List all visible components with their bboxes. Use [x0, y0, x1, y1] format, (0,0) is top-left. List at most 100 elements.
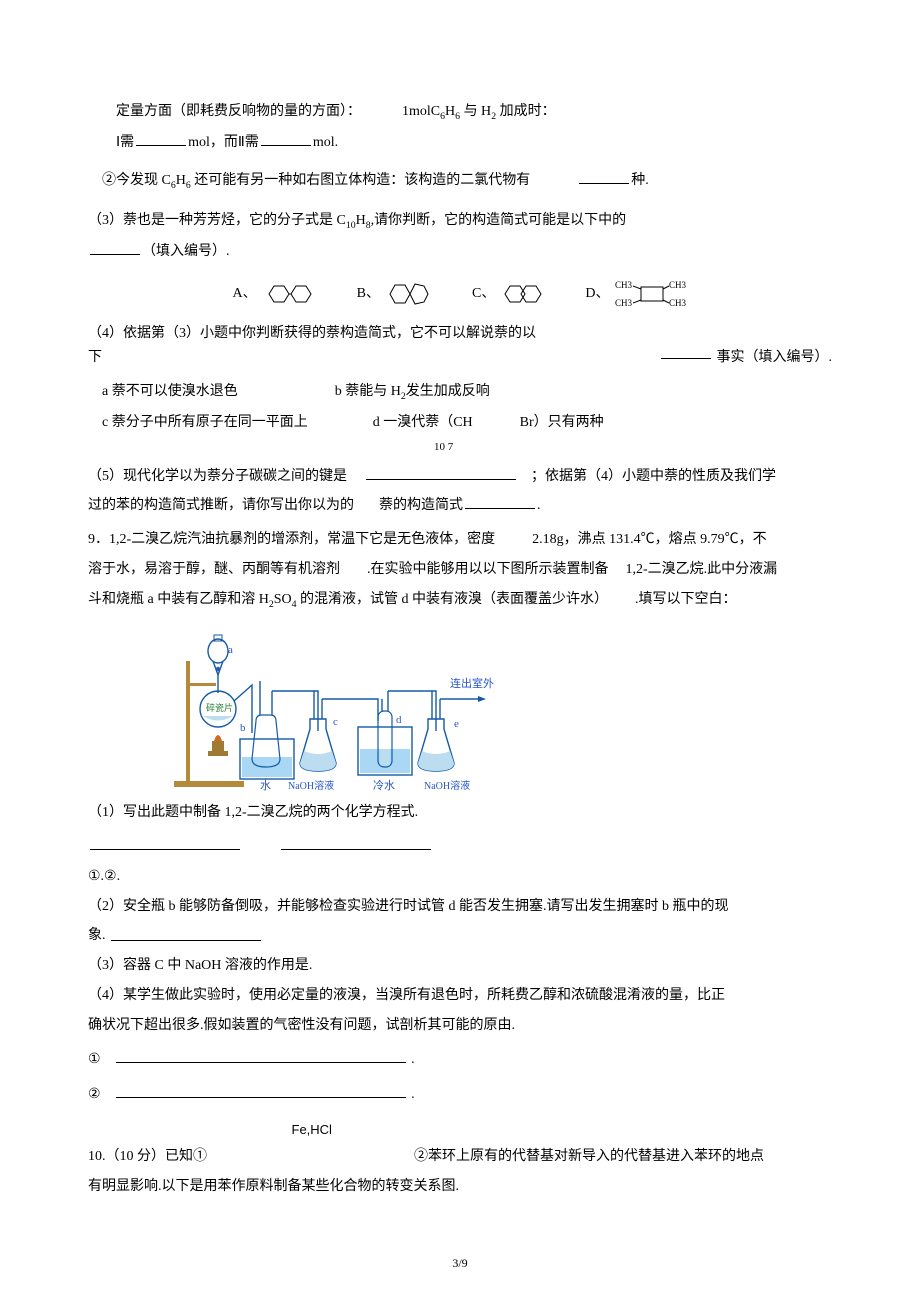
svg-text:e: e	[454, 718, 459, 730]
text: ②苯环上原有的代替基对新导入的代替基进入苯环的地点	[414, 1149, 764, 1164]
text: 发生加成反响	[406, 384, 490, 399]
svg-text:CH3: CH3	[669, 280, 687, 290]
text: b 萘能与 H	[335, 384, 401, 399]
text: mol，而Ⅱ需	[188, 135, 259, 150]
text: 1molC	[402, 104, 440, 119]
text: d 一溴代萘（CH	[373, 415, 473, 430]
tetramethyl-icon: CH3 CH3 CH3 CH3	[615, 278, 687, 310]
q10-reagent: Fe,HCl	[88, 1119, 832, 1143]
text: H	[176, 173, 186, 188]
mol-blanks: Ⅰ需 mol，而Ⅱ需 mol.	[88, 131, 832, 155]
text: H	[445, 104, 455, 119]
q9-p4e: ② .	[88, 1083, 832, 1107]
page-number: 3/9	[0, 1253, 920, 1273]
blank	[661, 344, 711, 359]
svg-text:c: c	[333, 716, 338, 728]
svg-text:NaOH溶液: NaOH溶液	[424, 779, 470, 791]
q10-line2: 有明显影响.以下是用苯作原料制备某些化合物的转变关系图.	[88, 1175, 832, 1199]
option-a: A、	[233, 282, 317, 306]
text: ①	[88, 1052, 101, 1067]
svg-text:碎瓷片: 碎瓷片	[206, 702, 233, 713]
svg-text:冷水: 冷水	[373, 779, 395, 791]
q9-p1-nums: ①.②.	[88, 865, 832, 889]
text: ①.②.	[88, 869, 120, 884]
sub: 10	[346, 219, 356, 230]
text: a 萘不可以使溴水退色	[102, 384, 238, 399]
blank	[579, 169, 629, 184]
text: ,请你判断，它的构造简式可能是以下中的	[371, 213, 627, 228]
text: 1,2-二溴乙烷.此中分液漏	[626, 562, 778, 577]
sub-text: 10 7	[434, 441, 453, 453]
text: .	[411, 1087, 415, 1102]
text: 确状况下超出很多.假如装置的气密性没有问题，试剖析其可能的原由.	[88, 1018, 515, 1033]
q9-line1: 9．1,2-二溴乙烷汽油抗暴剂的增添剂，常温下它是无色液体，密度 2.18g，沸…	[88, 528, 832, 552]
text: 10.（10 分）已知①	[88, 1149, 207, 1164]
text: 溶于水，易溶于醇，醚、丙酮等有机溶剂	[88, 562, 340, 577]
option-d: D、 CH3 CH3 CH3 CH3	[585, 278, 687, 310]
q3-line1: （3）萘也是一种芳芳烃，它的分子式是 C10H8,请你判断，它的构造简式可能是以…	[88, 209, 832, 234]
text: Fe,HCl	[292, 1122, 332, 1137]
sub: 2	[491, 111, 496, 122]
text: 加成时：	[500, 104, 556, 119]
option-c: C、	[472, 282, 545, 306]
blank	[111, 926, 261, 941]
text: （2）安全瓶 b 能够防备倒吸，并能够检查实验进行时试管 d 能否发生拥塞.请写…	[88, 899, 729, 914]
svg-text:CH3: CH3	[615, 280, 633, 290]
fused-ring-icon	[386, 280, 432, 308]
text: 3/9	[452, 1256, 467, 1270]
text: （1）写出此题中制备 1,2-二溴乙烷的两个化学方程式.	[88, 805, 418, 820]
text: .在实验中能够用以以下图所示装置制备	[367, 562, 609, 577]
q9-p1-blanks	[88, 835, 832, 859]
q9-p3: （3）容器 C 中 NaOH 溶液的作用是.	[88, 954, 832, 978]
quantitative-line: 定量方面（即耗费反响物的量的方面）： 1molC6H6 与 H2 加成时：	[88, 100, 832, 125]
q4-head: （4）依据第（3）小题中你判断获得的萘构造简式，它不可以解说萘的以 下 事实（填…	[88, 322, 832, 370]
svg-text:CH3: CH3	[615, 298, 633, 308]
q4-opts-row1: a 萘不可以使溴水退色 b 萘能与 H2发生加成反响	[88, 380, 832, 405]
text: ；依据第（4）小题中萘的性质及我们学	[531, 469, 776, 484]
option-label: D、	[585, 282, 609, 306]
q9-p4a: （4）某学生做此实验时，使用必定量的液溴，当溴所有退色时，所耗费乙醇和浓硫酸混淆…	[88, 984, 832, 1008]
text: .	[537, 498, 541, 513]
text: c 萘分子中所有原子在同一平面上	[102, 415, 308, 430]
text: .	[411, 1052, 415, 1067]
text: 的混淆液，试管 d 中装有液溴（表面覆盖少许水）	[300, 592, 608, 607]
text: （4）依据第（3）小题中你判断获得的萘构造简式，它不可以解说萘的以	[88, 326, 536, 341]
text: .填写以下空白：	[635, 592, 737, 607]
q5-line2: 过的苯的构造简式推断，请你写出你以为的 萘的构造简式.	[88, 494, 832, 518]
blank	[90, 240, 140, 255]
blank	[366, 465, 516, 480]
text: （5）现代化学以为萘分子碳碳之间的键是	[88, 469, 347, 484]
blank	[116, 1048, 406, 1063]
c6h6-stereo: ②今发现 C6H6 还可能有另一种如右图立体构造：该构造的二氯代物有 种.	[88, 169, 832, 194]
text: 定量方面（即耗费反响物的量的方面）：	[116, 104, 361, 119]
text: mol.	[313, 135, 338, 150]
option-label: A、	[233, 282, 257, 306]
sub: 4	[292, 599, 297, 610]
q9-p4b: 确状况下超出很多.假如装置的气密性没有问题，试剖析其可能的原由.	[88, 1014, 832, 1038]
apparatus-diagram: a 碎瓷片 水 b	[88, 621, 832, 791]
text: 与 H	[464, 104, 492, 119]
sub: 6	[186, 180, 191, 191]
blank	[465, 494, 535, 509]
svg-text:NaOH溶液: NaOH溶液	[288, 779, 334, 791]
text: ②	[88, 1087, 101, 1102]
blank	[116, 1083, 406, 1098]
q3-line2: （填入编号）.	[88, 240, 832, 264]
text: 9．1,2-二溴乙烷汽油抗暴剂的增添剂，常温下它是无色液体，密度	[88, 532, 495, 547]
text: H	[356, 213, 366, 228]
option-label: B、	[357, 282, 380, 306]
text: Ⅰ需	[116, 135, 134, 150]
q9-p4c: ① .	[88, 1048, 832, 1072]
text: 有明显影响.以下是用苯作原料制备某些化合物的转变关系图.	[88, 1179, 459, 1194]
text: 下	[88, 350, 102, 365]
svg-text:CH3: CH3	[669, 298, 687, 308]
q5-line1: （5）现代化学以为萘分子碳碳之间的键是 ；依据第（4）小题中萘的性质及我们学	[88, 465, 832, 489]
blank	[281, 835, 431, 850]
svg-text:a: a	[228, 644, 233, 656]
text: （4）某学生做此实验时，使用必定量的液溴，当溴所有退色时，所耗费乙醇和浓硫酸混淆…	[88, 988, 725, 1003]
option-label: C、	[472, 282, 495, 306]
text: 还可能有另一种如右图立体构造：该构造的二氯代物有	[194, 173, 530, 188]
svg-text:水: 水	[260, 779, 271, 791]
biphenyl-icon	[263, 282, 317, 306]
text: （填入编号）.	[142, 244, 230, 259]
